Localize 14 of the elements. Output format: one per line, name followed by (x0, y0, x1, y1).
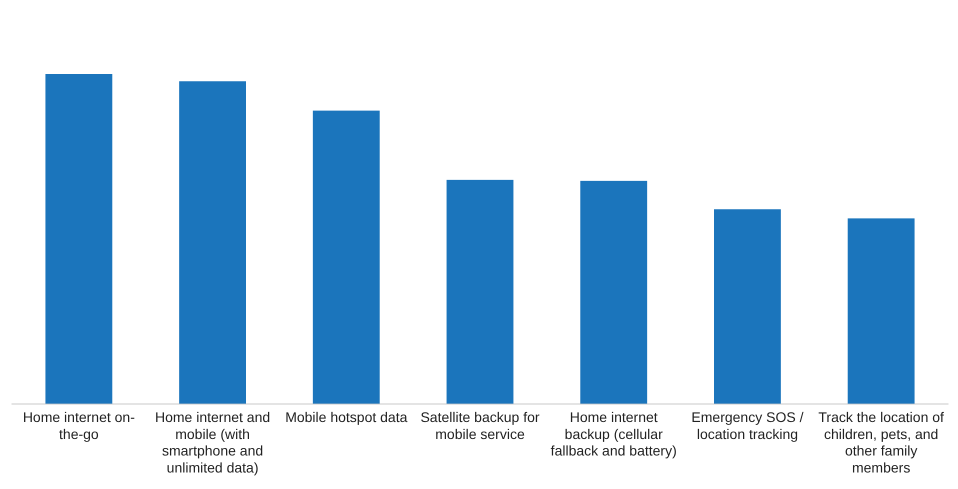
x-tick-label: Home internet backup (cellular fallback and battery) (550, 409, 677, 459)
bar (714, 209, 781, 404)
x-tick-label: Mobile hotspot data (285, 409, 408, 426)
bar (45, 74, 112, 404)
bar (312, 110, 380, 404)
x-tick-label: Home internet and mobile (with smartphone and unlimited data) (154, 409, 270, 476)
bar (848, 218, 915, 404)
x-tick-label: Emergency SOS / location tracking (691, 409, 804, 442)
x-tick-label: Track the location of children, pets, and other family members (818, 409, 944, 476)
bar (179, 81, 246, 404)
x-tick-label: Home internet on-the-go (22, 409, 136, 442)
x-tick-label: Satellite backup for mobile service (420, 409, 540, 442)
bar (580, 180, 648, 404)
bar (446, 180, 514, 404)
